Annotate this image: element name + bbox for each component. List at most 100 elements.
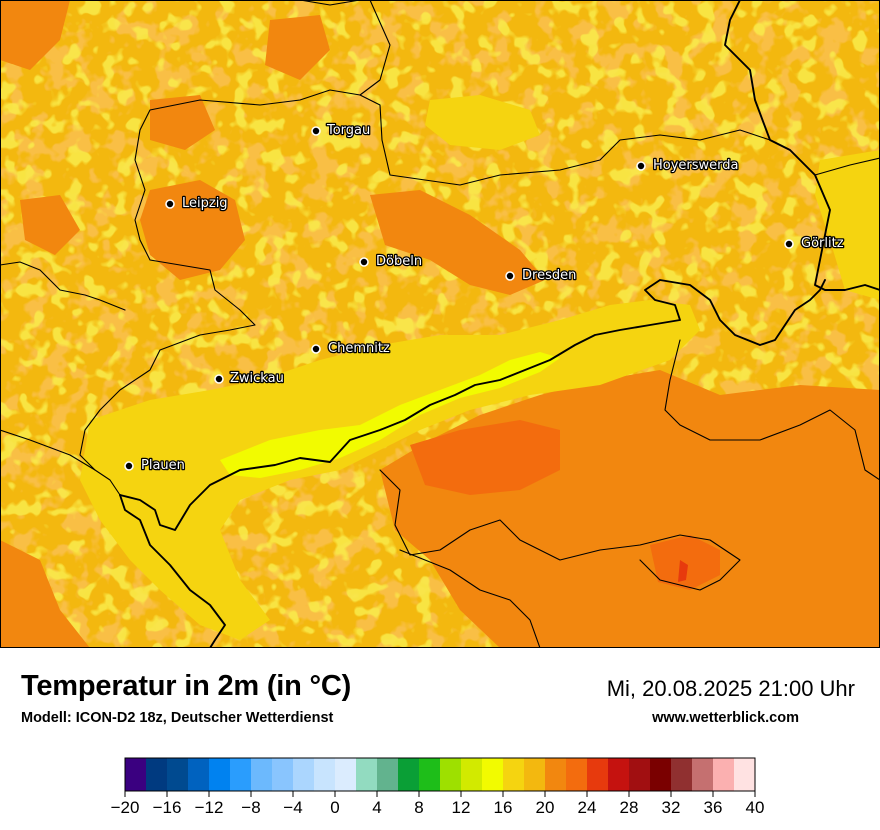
legend-swatch — [125, 758, 147, 791]
cooler-region-ridge — [220, 352, 560, 478]
legend-swatch — [461, 758, 483, 791]
legend-tick-label: 24 — [578, 798, 597, 817]
city-dot — [359, 257, 369, 267]
legend-ticks: −20 −16 −12 −8 −4 0 4 8 12 16 20 24 28 32 36 40 — [111, 791, 765, 817]
city-dot — [505, 271, 515, 281]
legend-swatch — [650, 758, 672, 791]
color-scale-legend: −20 −16 −12 −8 −4 0 4 8 12 16 20 24 28 32 36 40 — [111, 757, 765, 817]
legend-swatch — [629, 758, 651, 791]
city-label: Döbeln — [376, 254, 422, 269]
city-zwickau[interactable]: Zwickau — [214, 370, 285, 387]
legend-swatch — [209, 758, 231, 791]
legend-swatch — [167, 758, 189, 791]
legend-swatch — [524, 758, 546, 791]
city-goerlitz[interactable]: Görlitz — [784, 235, 845, 252]
city-label: Plauen — [141, 458, 185, 473]
city-hoyerswerda[interactable]: Hoyerswerda — [636, 157, 740, 174]
website-link[interactable]: www.wetterblick.com — [652, 710, 799, 726]
city-markers: Torgau Hoyerswerda Leipzig Görlitz Döbel… — [124, 122, 845, 474]
warm-patch-northwest — [150, 95, 215, 150]
city-chemnitz[interactable]: Chemnitz — [311, 340, 391, 357]
legend-swatch — [608, 758, 630, 791]
legend-tick-label: −12 — [195, 798, 224, 817]
city-leipzig[interactable]: Leipzig — [165, 195, 229, 212]
legend-swatch — [251, 758, 273, 791]
hot-region-bohemia — [410, 420, 560, 495]
legend-tick-label: −16 — [153, 798, 182, 817]
city-dresden[interactable]: Dresden — [505, 267, 578, 284]
legend-swatch — [440, 758, 462, 791]
city-doebeln[interactable]: Döbeln — [359, 253, 423, 270]
legend-frame — [124, 757, 756, 792]
state-border-thuringia — [79, 129, 256, 496]
legend-tick-label: −8 — [241, 798, 260, 817]
warm-patch-north — [265, 15, 330, 80]
warm-patch-central — [370, 190, 545, 295]
region-border-southwest — [0, 429, 541, 648]
hot-region-prague-basin — [650, 535, 720, 590]
legend-swatch — [146, 758, 168, 791]
legend-swatch — [377, 758, 399, 791]
temperature-map: Torgau Hoyerswerda Leipzig Görlitz Döbel… — [0, 0, 880, 648]
legend-tick-label: 8 — [414, 798, 423, 817]
legend-swatch — [314, 758, 336, 791]
legend-swatch — [398, 758, 420, 791]
legend-tick-label: 16 — [494, 798, 513, 817]
legend-tick-label: 28 — [620, 798, 639, 817]
legend-swatch — [692, 758, 714, 791]
city-label: Leipzig — [182, 196, 228, 211]
legend-swatches — [125, 758, 756, 791]
legend-swatch — [293, 758, 315, 791]
legend-swatch — [566, 758, 588, 791]
city-torgau[interactable]: Torgau — [311, 122, 372, 139]
legend-tick-label: 12 — [452, 798, 471, 817]
city-dot — [311, 344, 321, 354]
city-dot — [214, 374, 224, 384]
city-plauen[interactable]: Plauen — [124, 457, 186, 474]
legend-swatch — [482, 758, 504, 791]
legend-swatch — [734, 758, 756, 791]
city-label: Görlitz — [801, 236, 844, 251]
legend-swatch — [713, 758, 735, 791]
legend-swatch — [272, 758, 294, 791]
region-border-northeast — [814, 157, 880, 176]
legend-swatch — [587, 758, 609, 791]
city-dot — [636, 161, 646, 171]
region-border-bohemia — [379, 469, 741, 591]
legend-tick-label: 32 — [662, 798, 681, 817]
warm-patch-southwest — [20, 195, 80, 255]
map-title: Temperatur in 2m (in °C) — [21, 670, 352, 702]
legend-swatch — [545, 758, 567, 791]
city-label: Torgau — [326, 123, 370, 138]
city-dot — [124, 461, 134, 471]
legend-swatch — [671, 758, 693, 791]
legend-tick-label: 20 — [536, 798, 555, 817]
legend-tick-label: 0 — [330, 798, 339, 817]
state-border-saxony-anhalt — [139, 89, 791, 186]
city-label: Chemnitz — [328, 341, 390, 356]
legend-tick-label: 40 — [746, 798, 765, 817]
legend-tick-label: −4 — [283, 798, 302, 817]
legend-swatch — [503, 758, 525, 791]
state-border-west — [0, 261, 126, 311]
city-label: Zwickau — [230, 371, 284, 386]
hottest-spot — [678, 560, 688, 582]
city-dot — [311, 126, 321, 136]
city-label: Dresden — [522, 268, 576, 283]
forecast-datetime: Mi, 20.08.2025 21:00 Uhr — [606, 676, 855, 701]
region-border-east — [664, 339, 880, 481]
city-label: Hoyerswerda — [653, 158, 739, 173]
legend-swatch — [335, 758, 357, 791]
city-dot — [784, 239, 794, 249]
legend-swatch — [230, 758, 252, 791]
city-dot — [165, 199, 175, 209]
legend-swatch — [356, 758, 378, 791]
cool-region-east — [815, 150, 880, 300]
legend-tick-label: 36 — [704, 798, 723, 817]
cool-region-north — [425, 95, 540, 150]
legend-tick-label: 4 — [372, 798, 381, 817]
cool-region-ridge — [80, 300, 700, 640]
legend-swatch — [188, 758, 210, 791]
warm-region-upper-left — [0, 0, 70, 70]
state-border-brandenburg-north — [299, 0, 391, 96]
